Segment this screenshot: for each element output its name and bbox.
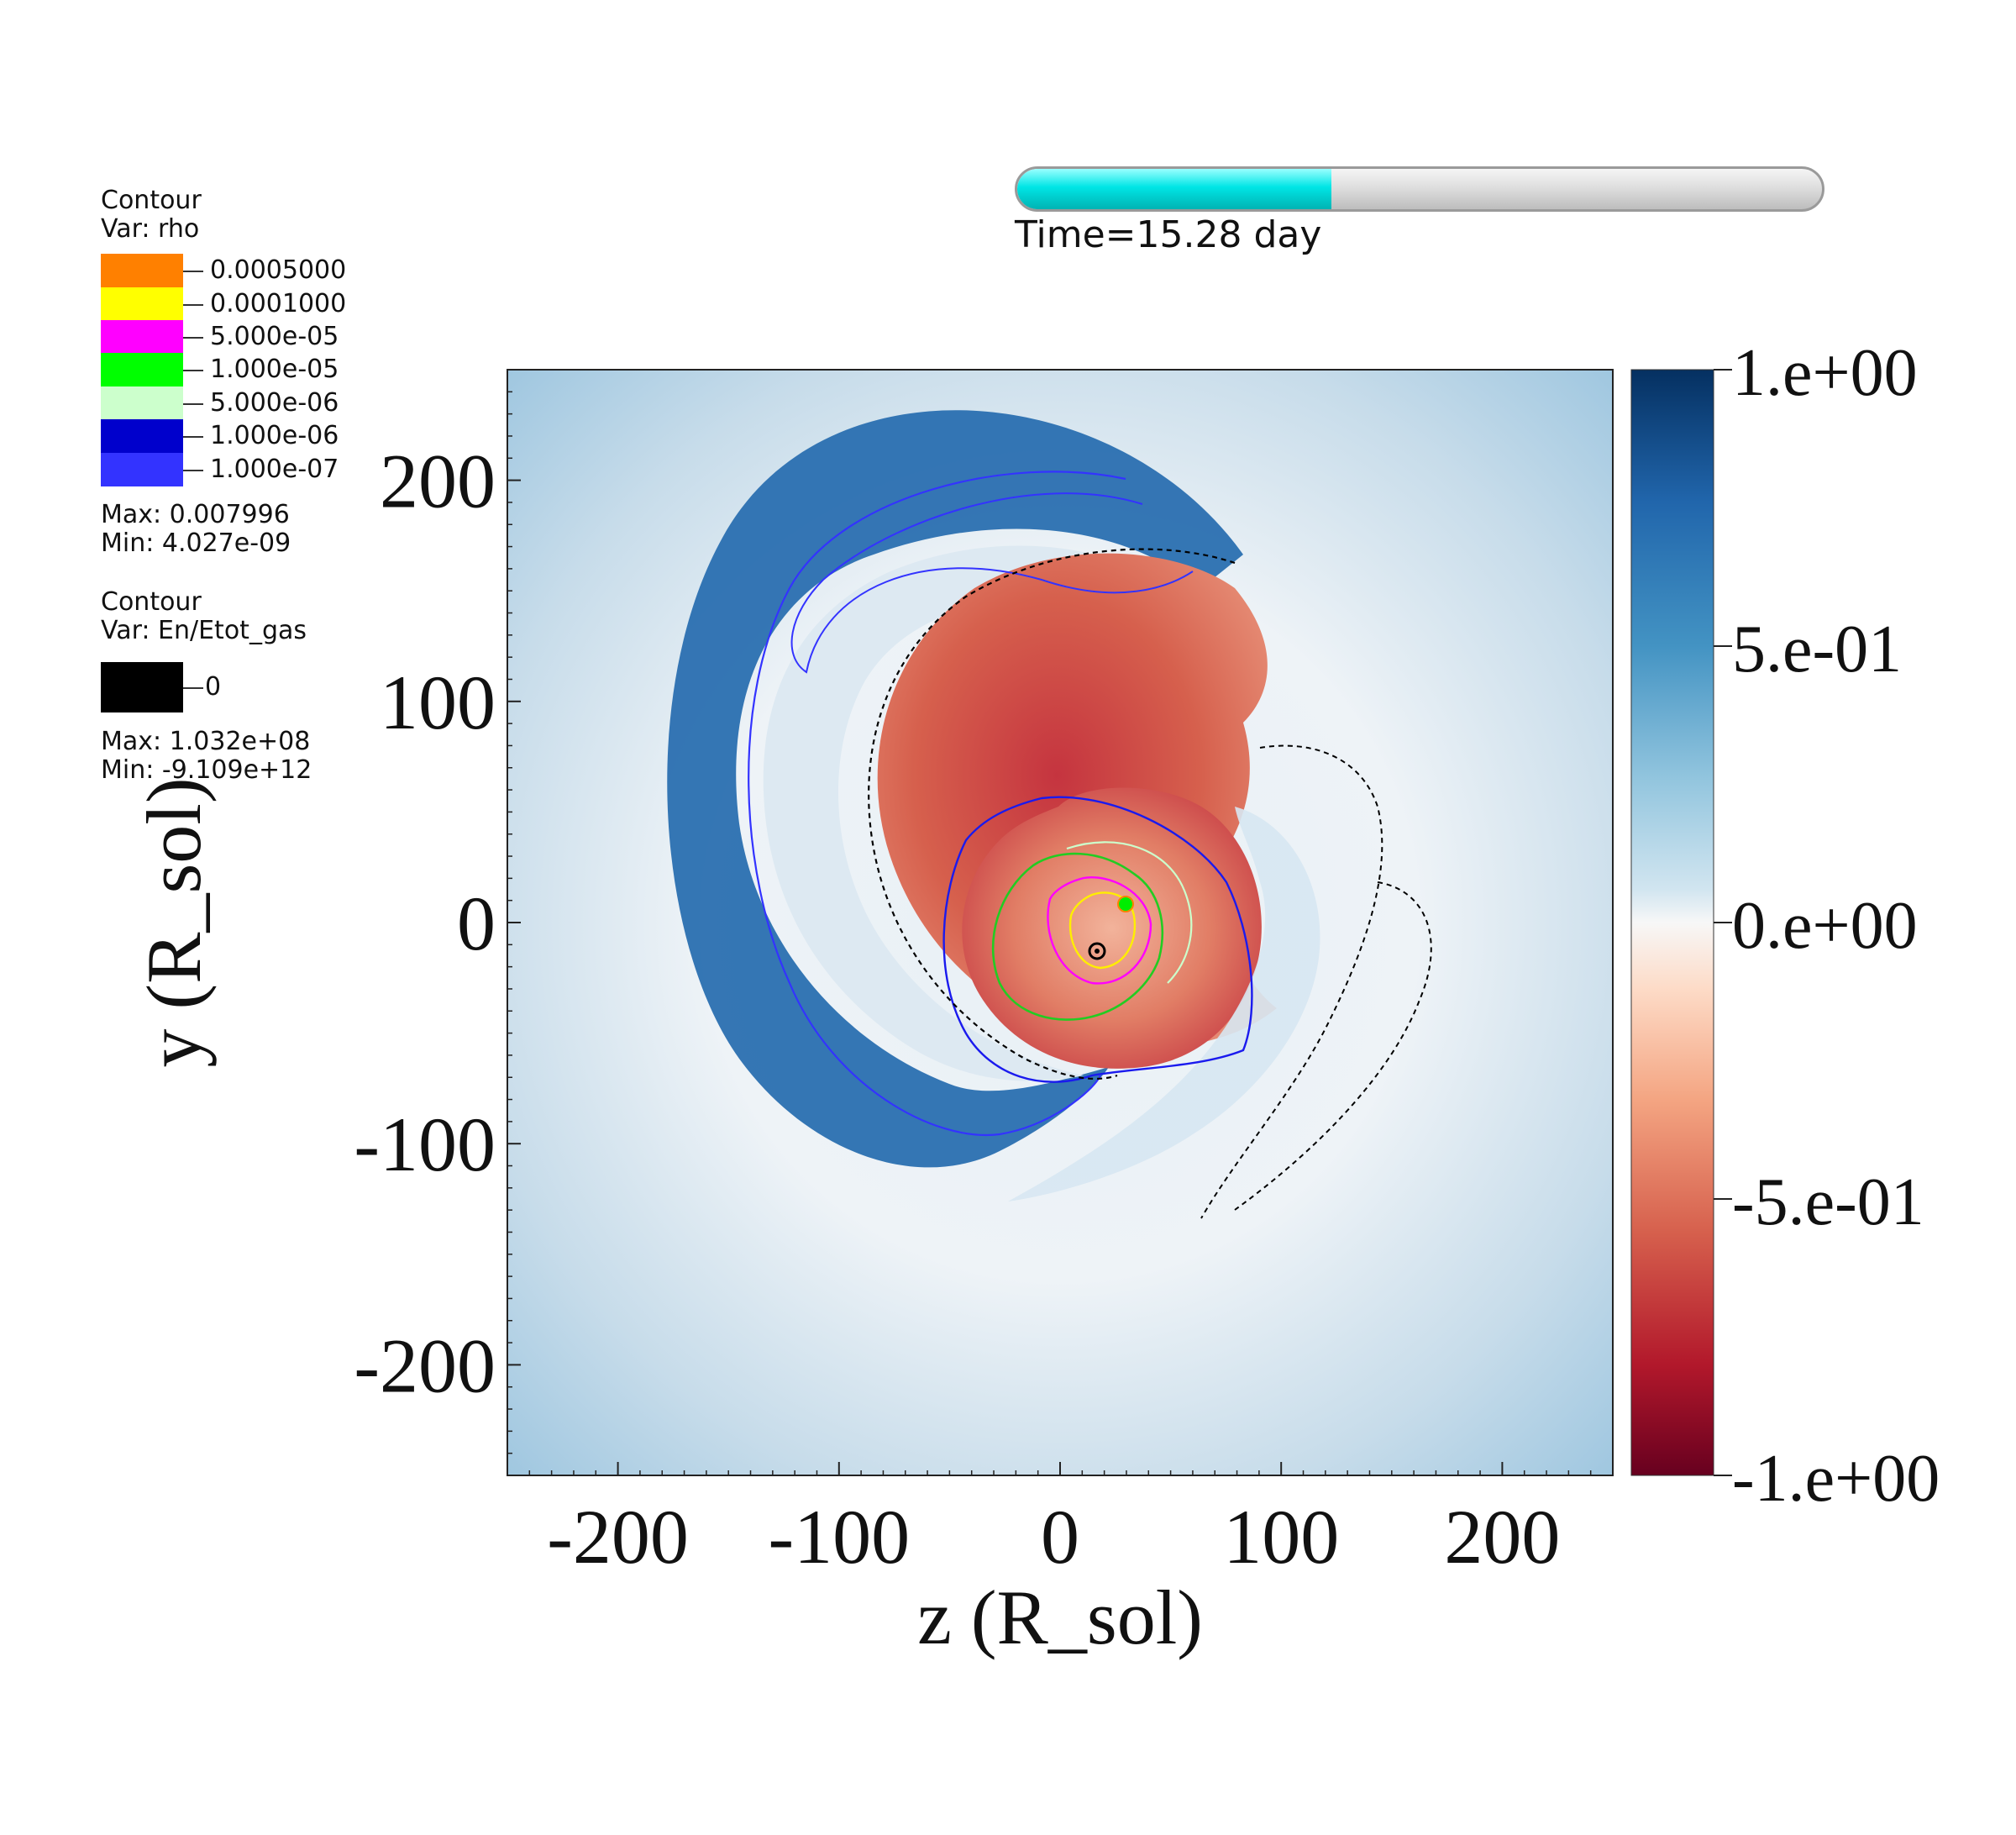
contour-rho-1e-07-inner bbox=[790, 492, 1194, 674]
colorbar bbox=[1630, 369, 1714, 1476]
colorbar-ticks: 1.e+00 5.e-01 0.e+00 -5.e-01 -1.e+00 bbox=[1714, 336, 1940, 1516]
legend-tick bbox=[183, 370, 203, 371]
core-region bbox=[962, 787, 1262, 1069]
legend-level-label: 1.000e-06 bbox=[210, 421, 339, 450]
core-marker bbox=[1088, 942, 1106, 960]
legend-level-label: 5.000e-06 bbox=[210, 388, 339, 418]
legend-level-label: 0 bbox=[205, 672, 222, 702]
x-axis-label: z (R_sol) bbox=[917, 1575, 1203, 1660]
legend-level-label: 1.000e-05 bbox=[210, 355, 339, 384]
time-slider[interactable] bbox=[1015, 166, 1824, 212]
legend-energy-swatch bbox=[101, 662, 183, 712]
contour-rho-1e-04 bbox=[1068, 891, 1137, 970]
legend-swatch-1 bbox=[101, 287, 183, 321]
legend-level-label: 0.0005000 bbox=[210, 255, 347, 285]
axes-layer: -200 -100 0 100 200 200 100 0 -100 -200 bbox=[354, 369, 1614, 1580]
colorbar-tick-label: -1.e+00 bbox=[1732, 1442, 1940, 1516]
legend-rho-max: Max: 0.007996 bbox=[101, 500, 290, 529]
legend-tick bbox=[183, 470, 203, 471]
x-tick-label: 0 bbox=[1041, 1494, 1079, 1580]
legend-level-label: 5.000e-05 bbox=[210, 322, 339, 351]
trailing-arm bbox=[1008, 807, 1320, 1201]
legend-swatch-0 bbox=[101, 254, 183, 287]
legend-energy-var: Var: En/Etot_gas bbox=[101, 616, 307, 645]
companion-marker bbox=[1119, 897, 1132, 911]
legend-level-label: 0.0001000 bbox=[210, 289, 347, 318]
contour-rho-5e-06 bbox=[1066, 841, 1193, 984]
colorbar-tick-label: 5.e-01 bbox=[1732, 613, 1902, 686]
colorbar-tick-label: -5.e-01 bbox=[1732, 1165, 1924, 1239]
contour-rho-5e-04 bbox=[1117, 896, 1134, 912]
y-tick-label: -200 bbox=[354, 1322, 496, 1408]
y-axis-label: y (R_sol) bbox=[131, 778, 217, 1068]
legend-swatch-2 bbox=[101, 320, 183, 354]
contour-rho-1e-06 bbox=[942, 796, 1253, 1083]
inner-light-band bbox=[763, 545, 1193, 1081]
legend-energy-max: Max: 1.032e+08 bbox=[101, 727, 311, 756]
y-tick-label: 200 bbox=[380, 439, 496, 524]
legend-swatch-6 bbox=[101, 453, 183, 486]
legend-tick bbox=[183, 436, 203, 438]
x-tick-label: -100 bbox=[768, 1494, 910, 1580]
contour-rho-1e-07 bbox=[748, 471, 1126, 1137]
core-marker-dot bbox=[1095, 949, 1100, 954]
colorbar-tick-label: 0.e+00 bbox=[1732, 889, 1918, 963]
x-tick-label: 100 bbox=[1223, 1494, 1339, 1580]
x-tick-label: 200 bbox=[1444, 1494, 1560, 1580]
contour-energy-zero-outer bbox=[1234, 881, 1432, 1211]
legend-tick bbox=[183, 337, 203, 339]
legend-rho-title: Contour bbox=[101, 186, 202, 215]
contour-legend: Contour Var: rho 0.0005000 0.0001000 5.0… bbox=[0, 0, 470, 840]
legend-tick bbox=[183, 304, 203, 306]
legend-tick bbox=[183, 271, 203, 272]
time-slider-fill bbox=[1017, 169, 1331, 209]
legend-swatch-4 bbox=[101, 386, 183, 420]
contour-rho-5e-05 bbox=[1047, 876, 1152, 985]
contour-energy-zero bbox=[868, 548, 1236, 1080]
field-structures bbox=[667, 410, 1432, 1219]
y-tick-label: -100 bbox=[354, 1102, 496, 1187]
legend-rho-min: Min: 4.027e-09 bbox=[101, 528, 291, 558]
legend-tick bbox=[183, 687, 203, 689]
legend-level-label: 1.000e-07 bbox=[210, 455, 339, 484]
time-label: Time=15.28 day bbox=[1015, 213, 1322, 256]
legend-tick bbox=[183, 403, 203, 405]
legend-energy-min: Min: -9.109e+12 bbox=[101, 755, 312, 785]
legend-swatch-3 bbox=[101, 353, 183, 386]
y-tick-label: 0 bbox=[457, 881, 496, 966]
contour-rho-1e-05 bbox=[991, 852, 1164, 1021]
colorbar-tick-label: 1.e+00 bbox=[1732, 336, 1918, 410]
y-tick-label: 100 bbox=[380, 660, 496, 745]
legend-rho-var: Var: rho bbox=[101, 214, 200, 244]
legend-swatch-5 bbox=[101, 419, 183, 453]
legend-energy-title: Contour bbox=[101, 587, 202, 617]
x-tick-label: -200 bbox=[547, 1494, 689, 1580]
